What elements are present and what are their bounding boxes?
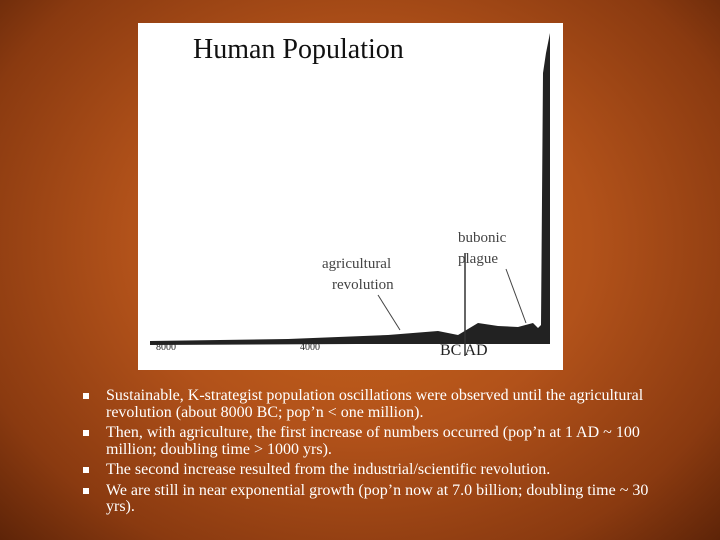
bullet-list: Sustainable, K-strategist population osc… bbox=[80, 387, 680, 520]
bullet-text: The second increase resulted from the in… bbox=[106, 461, 551, 478]
pointer bbox=[377, 294, 401, 331]
annotation: agricultural bbox=[322, 256, 391, 272]
bullet-text: Sustainable, K-strategist population osc… bbox=[106, 387, 644, 421]
bullet: Sustainable, K-strategist population osc… bbox=[80, 387, 680, 421]
figure-title: Human Population bbox=[193, 34, 404, 65]
x-label: 8000 bbox=[156, 342, 176, 353]
annotation: bubonic bbox=[458, 230, 507, 246]
figure-background bbox=[138, 23, 563, 370]
figure: Human Population 8000 4000 BC AD agricul… bbox=[138, 23, 563, 370]
bullet: Then, with agriculture, the first increa… bbox=[80, 424, 680, 458]
x-label: 4000 bbox=[300, 342, 320, 353]
annotation: plague bbox=[458, 251, 498, 267]
bullet: We are still in near exponential growth … bbox=[80, 481, 680, 516]
bullet-text: We are still in near exponential growth … bbox=[106, 481, 649, 515]
pointer bbox=[505, 268, 527, 324]
bullet-text: Then, with agriculture, the first increa… bbox=[106, 424, 640, 458]
annotation: revolution bbox=[332, 277, 394, 293]
era-label: BC AD bbox=[440, 342, 488, 359]
bullet: The second increase resulted from the in… bbox=[80, 461, 680, 479]
